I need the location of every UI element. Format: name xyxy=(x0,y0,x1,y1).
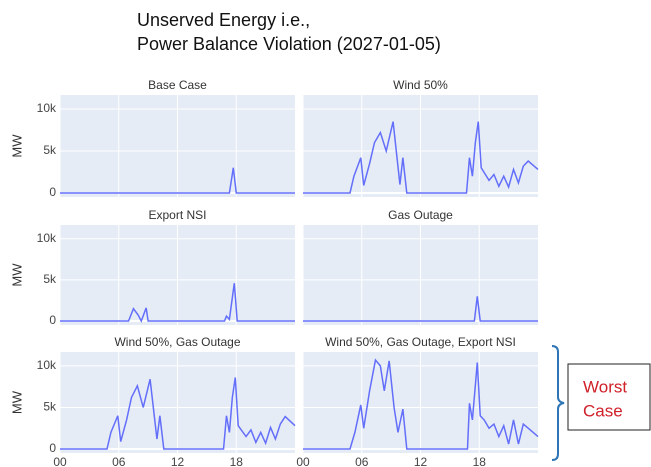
x-tick-label: 06 xyxy=(112,455,126,467)
y-tick-label: 5k xyxy=(43,400,57,414)
y-axis-title: MW xyxy=(9,263,24,287)
figure-title: Power Balance Violation (2027-01-05) xyxy=(137,34,441,54)
y-axis-title: MW xyxy=(9,390,24,414)
subplot-title: Wind 50%, Gas Outage, Export NSI xyxy=(325,335,516,349)
x-tick-label: 18 xyxy=(230,455,244,467)
y-tick-label: 5k xyxy=(43,143,57,157)
line xyxy=(60,377,296,450)
x-tick-label: 00 xyxy=(296,455,310,467)
line xyxy=(303,296,538,322)
y-tick-label: 5k xyxy=(43,272,57,286)
y-tick-label: 0 xyxy=(49,185,56,199)
y-axis-title: MW xyxy=(9,134,24,158)
annotation-box xyxy=(567,363,651,431)
y-tick-label: 10k xyxy=(37,231,57,245)
subplot-title: Wind 50%, Gas Outage xyxy=(114,335,240,349)
x-tick-label: 06 xyxy=(355,455,369,467)
x-tick-label: 12 xyxy=(171,455,185,467)
x-tick-label: 00 xyxy=(53,455,67,467)
y-tick-label: 10k xyxy=(37,358,57,372)
x-tick-label: 12 xyxy=(414,455,428,467)
y-tick-label: 0 xyxy=(49,313,56,327)
annotation: Case xyxy=(583,401,623,420)
annotation: Worst xyxy=(583,377,627,396)
line xyxy=(60,167,295,194)
subplot-title: Wind 50% xyxy=(393,78,448,92)
subplot-title: Base Case xyxy=(148,78,207,92)
line xyxy=(303,358,539,450)
subplot-title: Export NSI xyxy=(148,208,206,222)
bracket xyxy=(551,345,565,461)
line xyxy=(60,283,295,323)
line xyxy=(303,121,539,194)
y-tick-label: 0 xyxy=(49,441,56,455)
y-tick-label: 10k xyxy=(37,101,57,115)
subplot-title: Gas Outage xyxy=(388,208,453,222)
x-tick-label: 18 xyxy=(473,455,487,467)
figure-title: Unserved Energy i.e., xyxy=(137,10,310,30)
